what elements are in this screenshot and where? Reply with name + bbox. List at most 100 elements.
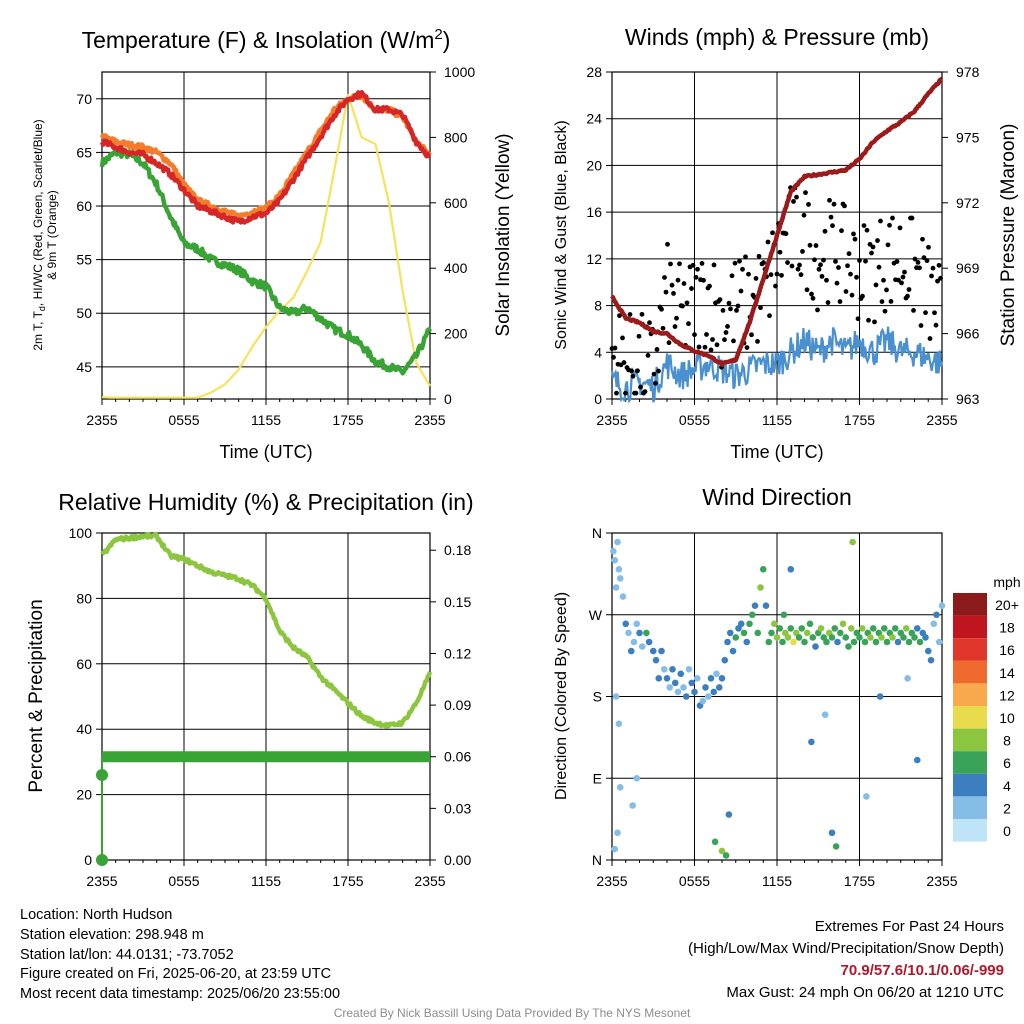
gust-point: [684, 300, 690, 306]
direction-point: [779, 638, 786, 646]
direction-point: [622, 620, 630, 628]
gust-point: [789, 263, 795, 269]
gust-point: [674, 315, 679, 321]
direction-point: [902, 625, 910, 632]
y-tick-label: 60: [76, 656, 92, 672]
direction-point: [713, 670, 720, 678]
gust-point: [837, 299, 843, 304]
direction-point: [688, 679, 696, 687]
gust-point: [830, 223, 835, 229]
direction-point: [883, 638, 891, 646]
legend-swatch: [953, 706, 987, 729]
gust-point: [761, 260, 766, 265]
gust-point: [884, 287, 889, 293]
gust-point: [671, 291, 676, 296]
legend-swatch: [953, 796, 987, 819]
y2-tick-label: 1000: [444, 64, 475, 80]
legend-swatch: [953, 728, 987, 752]
x-tick-label: 1155: [762, 412, 792, 428]
gust-point: [822, 228, 828, 234]
humidity-panel: 2355 0555 1155 1755 2355 0 20 40 60 80 100 0.00 0.03…: [26, 489, 474, 889]
gust-point: [732, 260, 738, 266]
gust-point: [921, 255, 927, 261]
direction-point: [725, 811, 733, 818]
direction-point: [894, 638, 902, 646]
direction-point: [832, 843, 840, 850]
gust-point: [872, 319, 877, 325]
x-tick-label: 1155: [251, 873, 281, 889]
x-tick-label: 0555: [168, 412, 199, 428]
gust-point: [890, 215, 895, 221]
direction-point: [757, 584, 764, 591]
direction-point: [669, 665, 676, 673]
gust-point: [665, 241, 670, 247]
gust-point: [746, 271, 751, 277]
gust-point: [620, 335, 625, 341]
direction-point: [787, 625, 795, 632]
x-tick-label: 2355: [86, 873, 117, 889]
direction-point: [780, 611, 788, 619]
gust-point: [873, 282, 879, 288]
direction-point: [913, 756, 921, 764]
direction-point: [636, 629, 643, 637]
gust-point: [638, 384, 643, 390]
gust-point: [821, 257, 826, 263]
legend-title: mph: [993, 574, 1020, 590]
direction-point: [801, 638, 808, 646]
gust-point: [656, 368, 661, 374]
gust-point: [800, 249, 805, 254]
gust-point: [710, 337, 715, 342]
gust-point: [864, 227, 870, 233]
chart-title: Temperature (F) & Insolation (W/m2): [82, 26, 451, 53]
x-axis-label: Time (UTC): [219, 442, 312, 462]
gust-point: [900, 274, 906, 280]
direction-point: [770, 620, 778, 628]
direction-point: [856, 634, 863, 641]
y2-tick-label: 0: [444, 391, 452, 407]
y-tick-label: 60: [76, 198, 92, 214]
extremes-values: 70.9/57.6/10.1/0.06/-999: [840, 962, 1004, 979]
y2-tick-label: 800: [444, 129, 468, 145]
direction-point: [611, 845, 619, 853]
gust-point: [917, 265, 922, 271]
gust-point: [818, 262, 823, 268]
direction-point: [711, 838, 719, 846]
direction-point: [834, 638, 841, 646]
direction-point: [817, 625, 825, 632]
direction-point: [718, 675, 726, 682]
x-tick-label: 2355: [414, 873, 445, 889]
gust-point: [635, 368, 640, 374]
y-tick-label: 8: [594, 298, 602, 314]
direction-point: [627, 647, 635, 655]
gust-point: [756, 253, 762, 259]
y2-tick-label: 0.00: [444, 852, 471, 868]
direction-point: [707, 675, 715, 682]
gust-point: [798, 272, 804, 278]
gust-point: [807, 242, 813, 248]
series-line-2m-t: [99, 89, 432, 225]
gust-point: [801, 212, 807, 218]
gust-point: [803, 190, 808, 196]
direction-point: [812, 643, 819, 650]
direction-point: [693, 675, 701, 682]
gust-point: [795, 266, 801, 272]
gust-point: [869, 250, 874, 256]
gust-point: [768, 272, 774, 278]
gust-point: [717, 297, 723, 303]
direction-point: [616, 575, 624, 582]
gust-point: [923, 310, 928, 316]
precip-point: [96, 854, 108, 866]
legend-label: 14: [999, 665, 1015, 681]
direction-point: [645, 638, 653, 646]
x-tick-label: 1755: [332, 873, 363, 889]
gust-point: [926, 244, 931, 250]
direction-point: [809, 634, 817, 641]
gust-point: [887, 222, 892, 228]
gust-point: [699, 261, 705, 266]
direction-point: [732, 634, 740, 641]
direction-point: [905, 638, 913, 646]
direction-point: [776, 625, 784, 632]
gust-point: [662, 275, 667, 280]
x-axis-label: Time (UTC): [730, 442, 823, 462]
gust-point: [813, 243, 819, 248]
